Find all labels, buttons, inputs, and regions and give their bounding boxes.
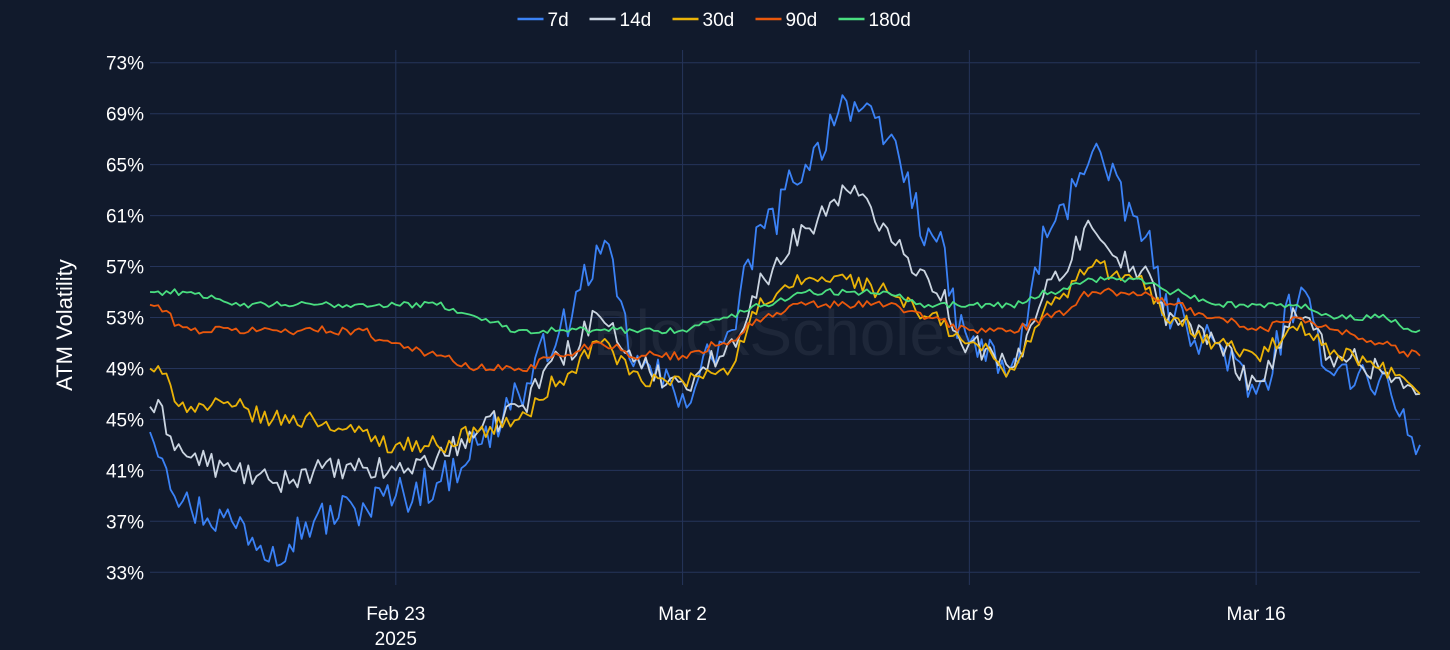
- legend-label: 180d: [869, 10, 911, 31]
- y-axis-title: ATM Volatility: [52, 259, 77, 391]
- y-tick-label: 57%: [106, 258, 144, 279]
- x-tick-label: Mar 9: [945, 604, 994, 625]
- x-axis: Feb 23 2025 Mar 2 Mar 9 Mar 16: [366, 604, 1285, 650]
- y-tick-label: 41%: [106, 461, 144, 482]
- legend-item-30d[interactable]: 30d: [672, 10, 735, 31]
- y-tick-label: 53%: [106, 309, 144, 330]
- series-line-180d: [149, 276, 1421, 335]
- legend: 7d 14d 30d 90d 180d: [517, 10, 911, 31]
- legend-label: 90d: [786, 10, 818, 31]
- legend-label: 7d: [548, 10, 569, 31]
- x-tick-label: Mar 16: [1227, 604, 1286, 625]
- y-tick-label: 37%: [106, 512, 144, 533]
- grid-lines: [150, 50, 1420, 585]
- y-tick-label: 73%: [106, 54, 144, 75]
- watermark: BlockScholes: [593, 297, 977, 369]
- y-tick-label: 33%: [106, 563, 144, 584]
- series-line-90d: [149, 287, 1421, 373]
- legend-label: 14d: [620, 10, 652, 31]
- y-tick-label: 61%: [106, 207, 144, 228]
- legend-item-7d[interactable]: 7d: [517, 10, 569, 31]
- series-line-7d: [149, 94, 1421, 567]
- y-tick-label: 69%: [106, 105, 144, 126]
- legend-item-180d[interactable]: 180d: [838, 10, 911, 31]
- legend-label: 30d: [703, 10, 735, 31]
- series-lines: [149, 94, 1421, 567]
- series-line-30d: [149, 258, 1421, 454]
- legend-item-90d[interactable]: 90d: [755, 10, 818, 31]
- y-tick-label: 49%: [106, 359, 144, 380]
- y-tick-label: 65%: [106, 156, 144, 177]
- y-tick-label: 45%: [106, 410, 144, 431]
- legend-item-14d[interactable]: 14d: [589, 10, 652, 31]
- y-axis: 33% 37% 41% 45% 49% 53% 57% 61% 65% 69% 73%: [106, 54, 144, 585]
- x-tick-label: Mar 2: [658, 604, 707, 625]
- x-tick-label: Feb 23: [366, 604, 425, 625]
- x-tick-sublabel: 2025: [375, 629, 417, 650]
